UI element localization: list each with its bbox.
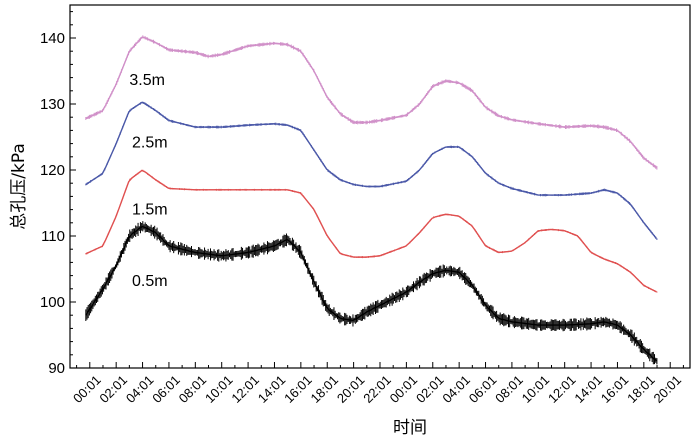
series-labels: 3.5m 2.5m 1.5m 0.5m [129, 72, 167, 290]
series-label-0_5m: 0.5m [132, 273, 168, 290]
x-tick-label: 02:01 [413, 372, 447, 406]
y-tick-label: 130 [40, 96, 65, 113]
y-tick-label: 120 [40, 162, 65, 179]
series-centerline [85, 101, 657, 239]
x-tick-label: 14:01 [255, 372, 289, 406]
y-axis: 90 100 110 120 130 140 [40, 11, 76, 377]
x-tick-label: 20:01 [334, 372, 368, 406]
series-centerline [85, 169, 657, 293]
x-tick-label: 00:01 [387, 372, 421, 406]
series-label-3_5m: 3.5m [129, 72, 165, 89]
series-centerline [85, 36, 657, 169]
x-tick-label: 12:01 [228, 372, 262, 406]
x-tick-label: 06:01 [466, 372, 500, 406]
x-tick-label: 18:01 [624, 372, 658, 406]
series-centerline [85, 225, 657, 362]
x-tick-label: 00:01 [70, 372, 104, 406]
x-tick-label: 14:01 [571, 372, 605, 406]
series-label-2_5m: 2.5m [132, 135, 168, 152]
series-band [85, 221, 658, 365]
y-tick-label: 100 [40, 294, 65, 311]
x-tick-label: 06:01 [149, 372, 183, 406]
x-tick-label: 04:01 [123, 372, 157, 406]
x-tick-label: 02:01 [96, 372, 130, 406]
y-tick-label: 90 [48, 360, 65, 377]
series-1_5mm-line [85, 169, 658, 293]
x-tick-label: 16:01 [598, 372, 632, 406]
series-layer [85, 35, 658, 365]
x-axis-title: 时间 [393, 418, 427, 438]
x-tick-label: 22:01 [360, 372, 394, 406]
x-tick-label: 18:01 [308, 372, 342, 406]
y-axis-title: 总孔压/kPa [9, 143, 29, 229]
series-3_5mm-line [85, 35, 658, 170]
y-tick-label: 140 [40, 30, 65, 47]
x-tick-label: 04:01 [439, 372, 473, 406]
y-tick-label: 110 [41, 228, 65, 245]
x-tick-label: 08:01 [176, 372, 210, 406]
series-label-1_5m: 1.5m [132, 201, 168, 218]
x-tick-label: 16:01 [281, 372, 315, 406]
series-2_5mm-line [85, 101, 658, 240]
x-tick-label: 12:01 [545, 372, 579, 406]
x-tick-label: 20:01 [650, 372, 684, 406]
x-tick-label: 10:01 [519, 372, 553, 406]
series-0_5mm-line [85, 221, 658, 365]
series-band [85, 35, 658, 170]
x-tick-label: 08:01 [492, 372, 526, 406]
x-tick-label: 10:01 [202, 372, 236, 406]
